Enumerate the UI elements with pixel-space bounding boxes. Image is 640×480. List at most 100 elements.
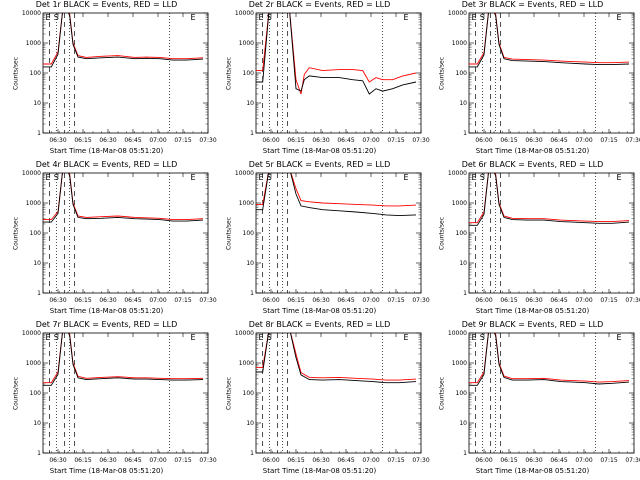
event-marker-label: E [471, 333, 476, 342]
y-tick-label: 10 [33, 420, 41, 427]
events-series-line [43, 13, 204, 68]
x-tick-label: 06:45 [337, 297, 354, 304]
x-tick-label: 06:15 [500, 457, 517, 464]
x-tick-label: 06:15 [287, 297, 304, 304]
events-series-line [256, 173, 417, 217]
x-tick-label: 06:30 [49, 457, 66, 464]
x-tick-label: 07:30 [412, 297, 429, 304]
plot-area: 1 10 100 1000 10000 06:30 06:15 06:30 06:45 07:00… [22, 170, 217, 304]
panel-title: Det 7r BLACK = Events, RED = LLD [35, 320, 178, 329]
y-tick-label: 100 [243, 390, 255, 397]
event-marker-label: E [190, 13, 195, 22]
x-axis-title: Start Time (18-Mar-08 05:51:20) [262, 307, 377, 315]
event-marker-label: E [616, 333, 621, 342]
x-tick-label: 07:30 [199, 297, 216, 304]
x-tick-label: 07:30 [199, 457, 216, 464]
series-group [43, 173, 204, 223]
detector-panel-1: Det 1r BLACK = Events, RED = LLD 1 10 100 10… [0, 0, 217, 160]
y-tick-label: 1000 [452, 40, 467, 47]
x-tick-label: 06:30 [99, 457, 116, 464]
event-marker-label: S [267, 13, 272, 22]
y-axis-title: Counts/sec [12, 376, 20, 411]
y-tick-label: 10 [33, 100, 41, 107]
axes-frame [468, 12, 635, 134]
y-tick-label: 1000 [26, 200, 41, 207]
y-tick-label: 10 [246, 260, 254, 267]
y-tick-label: 10 [459, 420, 467, 427]
event-marker-label: E [258, 333, 263, 342]
x-tick-label: 07:00 [575, 297, 592, 304]
event-marker-label: E [45, 13, 50, 22]
event-marker-label: E [616, 13, 621, 22]
y-tick-label: 1 [250, 130, 254, 137]
x-tick-label: 07:15 [600, 457, 617, 464]
y-tick-label: 10000 [22, 170, 41, 177]
plot-area: 1 10 100 1000 10000 06:00 06:15 06:30 06:45 07:00… [448, 10, 640, 144]
y-tick-label: 10 [246, 420, 254, 427]
y-tick-label: 10000 [448, 170, 467, 177]
x-tick-label: 07:00 [575, 457, 592, 464]
y-tick-label: 1 [250, 290, 254, 297]
event-marker-label: E [403, 13, 408, 22]
lld-series-line [469, 333, 630, 384]
y-tick-label: 1 [463, 130, 467, 137]
x-tick-label: 07:15 [174, 137, 191, 144]
detector-panel-9: Det 9r BLACK = Events, RED = LLD 1 10 100 10… [426, 320, 640, 480]
x-tick-label: 07:00 [149, 457, 166, 464]
x-tick-label: 07:00 [362, 137, 379, 144]
x-tick-label: 06:15 [74, 457, 91, 464]
panel-title: Det 5r BLACK = Events, RED = LLD [248, 160, 391, 169]
axes-frame [42, 172, 209, 294]
y-tick-label: 10000 [22, 10, 41, 17]
events-series-line [469, 13, 630, 68]
x-tick-label: 06:15 [287, 137, 304, 144]
y-tick-label: 100 [243, 70, 255, 77]
x-tick-label: 07:15 [387, 457, 404, 464]
axes-frame [255, 172, 422, 294]
x-tick-label: 06:45 [550, 297, 567, 304]
event-marker-label: S [54, 13, 59, 22]
event-marker-label: E [258, 13, 263, 22]
x-tick-label: 06:30 [312, 137, 329, 144]
y-tick-label: 1 [37, 450, 41, 457]
x-tick-label: 06:00 [262, 137, 279, 144]
x-tick-label: 07:30 [625, 297, 640, 304]
x-tick-label: 06:30 [525, 297, 542, 304]
event-marker-label: E [190, 333, 195, 342]
series-group [256, 13, 417, 95]
x-tick-label: 06:30 [49, 137, 66, 144]
x-axis-title: Start Time (18-Mar-08 05:51:20) [49, 467, 164, 475]
event-marker-label: E [471, 13, 476, 22]
y-tick-label: 100 [456, 230, 468, 237]
axes-frame [468, 332, 635, 454]
x-axis-title: Start Time (18-Mar-08 05:51:20) [475, 147, 590, 155]
panel-title: Det 6r BLACK = Events, RED = LLD [461, 160, 604, 169]
x-tick-label: 06:45 [124, 457, 141, 464]
y-tick-label: 10000 [22, 330, 41, 337]
lld-series-line [43, 333, 204, 384]
events-series-line [469, 173, 630, 226]
y-tick-label: 100 [30, 230, 42, 237]
detector-panel-4: Det 4r BLACK = Events, RED = LLD 1 10 100 10… [0, 160, 217, 320]
x-tick-label: 06:30 [99, 137, 116, 144]
x-tick-label: 06:30 [525, 457, 542, 464]
panel-title: Det 1r BLACK = Events, RED = LLD [35, 0, 178, 9]
detector-panel-2: Det 2r BLACK = Events, RED = LLD 1 10 100 10… [213, 0, 430, 160]
y-tick-label: 10000 [448, 330, 467, 337]
plot-area: 1 10 100 1000 10000 06:30 06:15 06:30 06:45 07:00… [22, 10, 217, 144]
y-tick-label: 1000 [452, 360, 467, 367]
x-tick-label: 06:00 [475, 137, 492, 144]
y-tick-label: 100 [456, 390, 468, 397]
plot-area: 1 10 100 1000 10000 06:30 06:15 06:30 06:45 07:00… [22, 330, 217, 464]
lld-series-line [469, 173, 630, 224]
y-axis-title: Counts/sec [438, 216, 446, 251]
x-tick-label: 06:00 [475, 297, 492, 304]
y-tick-label: 10000 [235, 330, 254, 337]
y-tick-label: 100 [456, 70, 468, 77]
y-tick-label: 1000 [26, 40, 41, 47]
y-tick-label: 10 [459, 100, 467, 107]
panel-title: Det 9r BLACK = Events, RED = LLD [461, 320, 604, 329]
events-series-line [43, 333, 204, 386]
event-marker-label: S [54, 333, 59, 342]
